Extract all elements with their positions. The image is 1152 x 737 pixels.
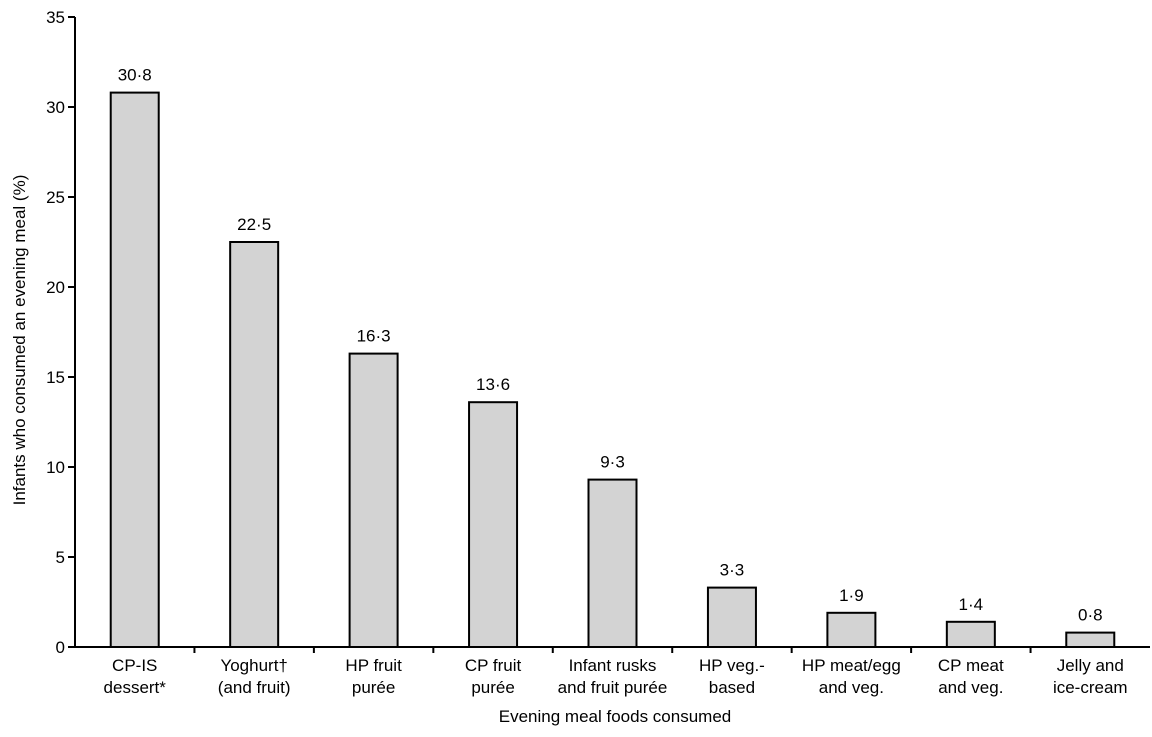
bar (587, 478, 638, 648)
bar-value-label: 30·8 (118, 66, 152, 85)
bar-value-label: 22·5 (237, 215, 271, 234)
bar-value-label: 1·9 (839, 586, 864, 605)
value-labels: 30·8 22·5 16·3 13·6 9·3 3·3 1·9 1·4 0·8 (118, 66, 1103, 625)
y-tick-label: 25 (46, 188, 65, 207)
category-label: Yoghurt† (and fruit) (218, 656, 291, 697)
category-label: CP meat and veg. (938, 656, 1004, 697)
bar (468, 401, 519, 649)
category-label: HP fruit purée (345, 656, 402, 697)
bar (229, 241, 280, 648)
category-label: HP veg.-based (699, 656, 765, 697)
bar-value-label: 1·4 (959, 595, 984, 614)
category-label: Infant rusks and fruit purée (558, 656, 668, 697)
bar-value-label: 3·3 (720, 561, 745, 580)
bar (945, 620, 996, 648)
y-tick-label: 15 (46, 368, 65, 387)
y-tick-label: 10 (46, 458, 65, 477)
category-label: HP meat/egg and veg. (802, 656, 901, 697)
y-tick-label: 5 (56, 548, 65, 567)
bar (1065, 631, 1116, 648)
bar (706, 586, 757, 648)
category-labels: CP-IS dessert* Yoghurt† (and fruit) HP fruit… (104, 656, 1128, 697)
y-tick-label: 30 (46, 98, 65, 117)
y-tick-label: 20 (46, 278, 65, 297)
category-label: Jelly and ice-cream (1053, 656, 1128, 697)
y-tick-label: 35 (46, 8, 65, 27)
bars (109, 91, 1116, 649)
bar (348, 352, 399, 648)
bar-value-label: 9·3 (600, 453, 625, 472)
y-axis-title: Infants who consumed an evening meal (%) (10, 175, 29, 506)
y-axis: 0 5 10 15 20 25 30 35 (46, 8, 76, 657)
bar-value-label: 13·6 (476, 375, 510, 394)
category-label: CP fruit purée (465, 656, 522, 697)
bar-value-label: 16·3 (357, 327, 391, 346)
bar-value-label: 0·8 (1078, 606, 1103, 625)
bar (826, 611, 877, 648)
category-label: CP-IS dessert* (104, 656, 167, 697)
x-axis-title: Evening meal foods consumed (499, 707, 731, 726)
bar (109, 91, 160, 649)
y-tick-label: 0 (56, 638, 65, 657)
